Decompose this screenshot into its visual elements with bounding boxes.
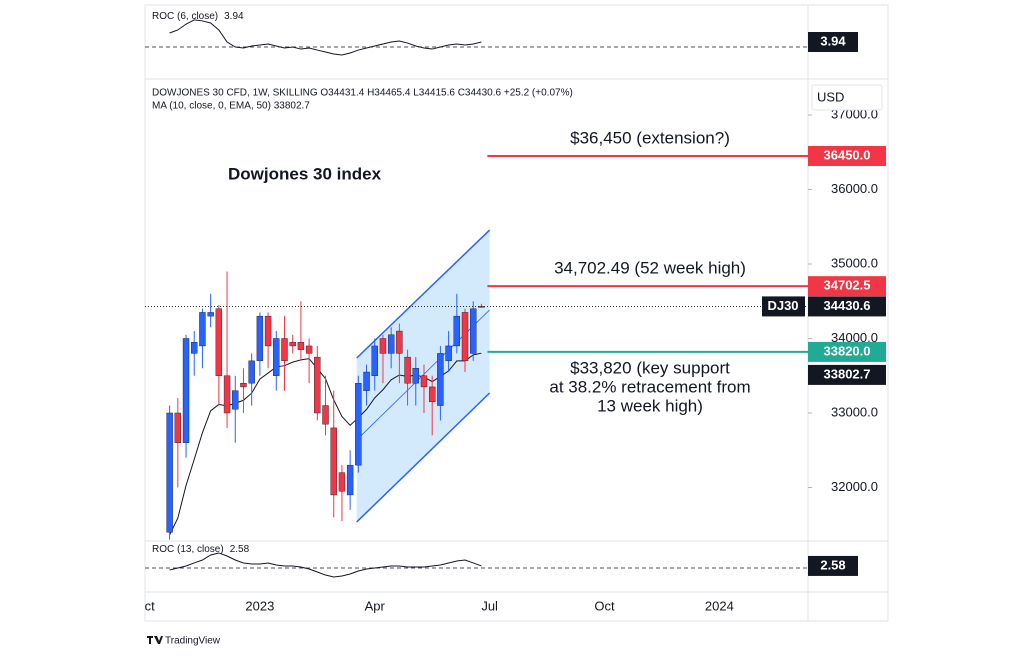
candle-body bbox=[174, 412, 182, 443]
candle-body bbox=[281, 338, 288, 362]
footer: TradingView bbox=[165, 636, 221, 647]
y-tick-label: 35000.0 bbox=[831, 255, 878, 270]
candle-body bbox=[371, 345, 378, 376]
candle-body bbox=[445, 345, 452, 362]
level-note: 34,702.49 (52 week high) bbox=[554, 259, 746, 278]
currency-box[interactable] bbox=[811, 84, 883, 111]
candle-body bbox=[412, 368, 419, 384]
candle-body bbox=[191, 342, 198, 354]
candle-body bbox=[379, 338, 387, 354]
candle-body bbox=[420, 375, 428, 388]
x-tick-label: 2023 bbox=[245, 598, 274, 613]
roc-line bbox=[169, 19, 482, 56]
candle-body bbox=[461, 312, 469, 362]
indicator-box bbox=[808, 555, 858, 576]
indicator-value: 2.58 bbox=[230, 544, 250, 555]
candle-body bbox=[428, 386, 436, 403]
header: DOWJONES 30 CFD, 1W, SKILLING O34431.4 H… bbox=[152, 88, 573, 99]
candle-body bbox=[273, 338, 280, 376]
indicator-box-label: 3.94 bbox=[820, 33, 846, 48]
candle-body bbox=[199, 312, 206, 347]
indicator-name-text: ROC (6, close) bbox=[152, 11, 218, 22]
y-tick-label: 36000.0 bbox=[831, 181, 878, 196]
candle-body bbox=[363, 371, 370, 391]
ma-last-box bbox=[808, 364, 886, 385]
candle-body bbox=[322, 405, 329, 425]
level-label: 34702.5 bbox=[824, 278, 871, 293]
last-price-label: 34430.6 bbox=[824, 298, 871, 313]
candle-body bbox=[338, 472, 346, 492]
candle-body bbox=[248, 360, 255, 384]
candle-body bbox=[346, 464, 354, 496]
candle-body bbox=[240, 382, 247, 388]
candle-body bbox=[264, 315, 272, 347]
channel-line bbox=[356, 392, 491, 523]
candle-body bbox=[215, 308, 223, 376]
candle-body bbox=[404, 356, 411, 384]
level-label: 36450.0 bbox=[824, 147, 871, 162]
indicator-name: ROC (13, close) 2.58 bbox=[152, 544, 250, 555]
chart-title: Dowjones 30 index bbox=[228, 164, 382, 183]
level-note: $33,820 (key support bbox=[570, 358, 730, 377]
plot-layer: Oct 2023 Apr Jul Oct 202437000.036000.035000.… bbox=[134, 11, 886, 613]
candle-body bbox=[453, 315, 461, 347]
level-note: $36,450 (extension?) bbox=[570, 128, 730, 147]
x-tick-label: Oct bbox=[594, 598, 615, 613]
symbol: DJ30 bbox=[767, 298, 798, 313]
y-tick-label: 34000.0 bbox=[831, 330, 878, 345]
candle-body bbox=[305, 345, 313, 354]
tradingview-logo: TradingView bbox=[147, 636, 221, 647]
symbol-box bbox=[762, 296, 805, 317]
indicator-box bbox=[808, 32, 858, 53]
candle-body bbox=[166, 412, 173, 533]
candle-body bbox=[355, 382, 362, 466]
last-price-box bbox=[808, 296, 886, 317]
candle-body bbox=[223, 375, 231, 414]
level-box bbox=[808, 145, 886, 166]
candle-body bbox=[232, 390, 239, 410]
candle-body bbox=[256, 315, 264, 362]
level-note: 13 week high) bbox=[597, 396, 703, 415]
candle-body bbox=[182, 338, 190, 443]
candle-body bbox=[437, 353, 444, 406]
indicator-name: ROC (6, close) 3.94 bbox=[152, 11, 244, 22]
channel-line bbox=[356, 229, 491, 359]
ma-last-label: 33802.7 bbox=[824, 366, 871, 381]
level-box bbox=[808, 276, 886, 297]
ma-legend: MA (10, close, 0, EMA, 50) 33802.7 bbox=[152, 101, 310, 112]
y-tick-label: 33000.0 bbox=[831, 404, 878, 419]
level-label: 33820.0 bbox=[824, 343, 871, 358]
x-axis: Oct 2023 Apr Jul Oct 2024 bbox=[134, 598, 734, 613]
candle-body bbox=[297, 342, 305, 350]
level-box bbox=[808, 341, 886, 362]
x-tick-label: Apr bbox=[365, 598, 386, 613]
indicator-value: 3.94 bbox=[224, 11, 244, 22]
indicator-name-text: ROC (13, close) bbox=[152, 544, 224, 555]
x-tick-label: Jul bbox=[481, 598, 498, 613]
candle-body bbox=[470, 308, 477, 354]
indicator-box-label: 2.58 bbox=[820, 557, 845, 572]
roc-line bbox=[169, 552, 482, 578]
currency: USD bbox=[817, 89, 844, 104]
main-pane bbox=[145, 229, 808, 540]
level-note: at 38.2% retracement from bbox=[549, 377, 750, 396]
x-tick-label: Oct bbox=[134, 598, 155, 613]
candle-body bbox=[387, 334, 395, 354]
candle-body bbox=[396, 330, 403, 354]
candle-body bbox=[314, 356, 321, 414]
candle-body bbox=[330, 427, 337, 496]
candle-body bbox=[207, 312, 214, 317]
candle-body bbox=[289, 342, 296, 347]
x-tick-label: 2024 bbox=[705, 598, 734, 613]
y-tick-label: 32000.0 bbox=[831, 479, 878, 494]
